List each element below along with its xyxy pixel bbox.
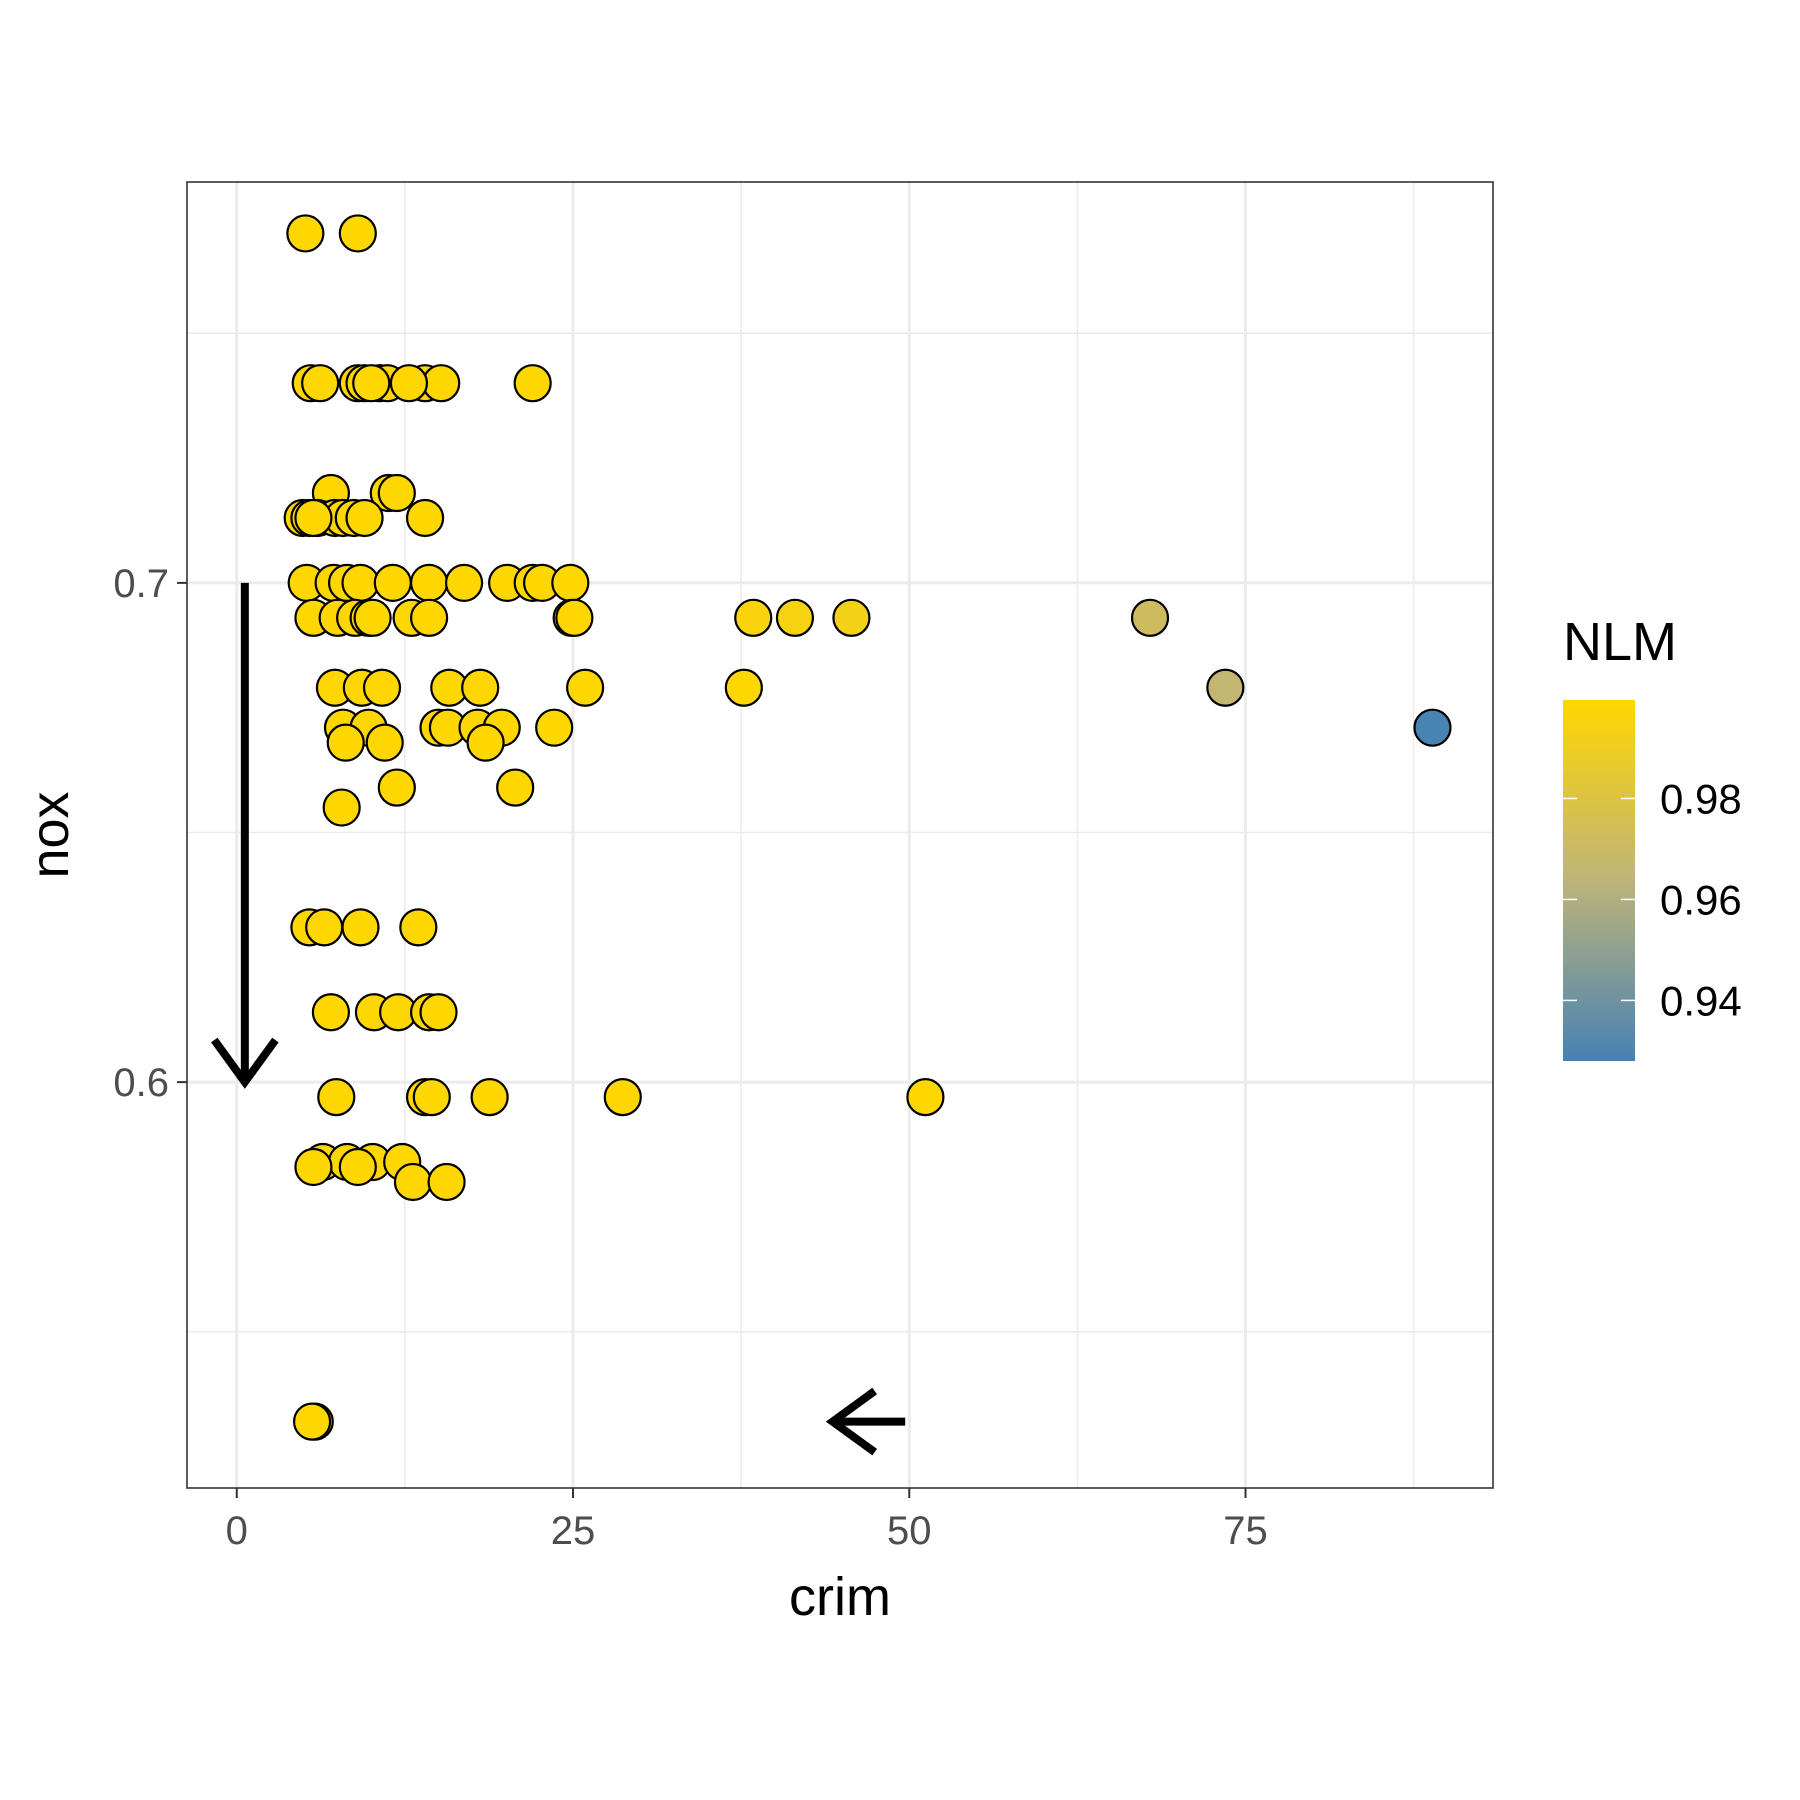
scatter-point xyxy=(393,1162,433,1202)
scatter-point xyxy=(365,723,404,762)
scatter-point xyxy=(461,668,500,707)
scatter-point xyxy=(410,598,449,637)
scatter-point xyxy=(322,788,361,827)
scatter-point xyxy=(362,668,402,707)
scatter-point xyxy=(551,563,590,602)
legend: NLM 0.98 0.96 0.94 xyxy=(1563,612,1742,1061)
scatter-point xyxy=(566,668,605,707)
scatter-point xyxy=(286,214,325,253)
scatter-point xyxy=(535,708,574,747)
scatter-point xyxy=(734,598,773,637)
scatter-point xyxy=(389,364,429,403)
scatter-point xyxy=(496,768,535,807)
annotations xyxy=(211,582,906,1456)
legend-label: 0.96 xyxy=(1660,876,1742,923)
legend-ticks: 0.98 0.96 0.94 xyxy=(1563,775,1742,1024)
scatter-point xyxy=(352,364,391,403)
scatter-point xyxy=(412,1077,451,1117)
x-axis-title: crim xyxy=(789,1567,891,1627)
scatter-point xyxy=(301,364,340,403)
scatter-point xyxy=(555,598,594,637)
scatter-point xyxy=(906,1077,945,1117)
scatter-points xyxy=(283,214,1452,1441)
scatter-point xyxy=(345,498,384,538)
scatter-point xyxy=(353,598,392,637)
panel-border xyxy=(186,181,1494,1489)
annotation-arrow-head xyxy=(211,1037,279,1089)
scatter-point xyxy=(470,1077,509,1117)
scatter-point xyxy=(513,364,552,403)
scatter-point xyxy=(399,908,438,947)
scatter-point xyxy=(1413,708,1452,747)
y-tick-label: 0.7 xyxy=(113,562,169,606)
scatter-point xyxy=(422,364,461,403)
scatter-point xyxy=(317,1077,356,1117)
scatter-point xyxy=(1206,668,1245,707)
scatter-point xyxy=(1130,598,1170,637)
y-axis-title: nox xyxy=(20,791,80,878)
y-tick-label: 0.6 xyxy=(113,1061,169,1105)
scatter-point xyxy=(294,1147,333,1187)
legend-colorbar xyxy=(1563,700,1635,1061)
scatter-point xyxy=(341,908,380,947)
scatter-point xyxy=(338,214,377,253)
scatter-point xyxy=(419,993,458,1032)
scatter-point xyxy=(775,598,815,637)
scatter-point xyxy=(294,498,333,538)
x-tick-label: 50 xyxy=(887,1509,932,1553)
scatter-point xyxy=(341,563,380,602)
scatter-point xyxy=(427,1162,466,1202)
scatter-point xyxy=(305,908,344,947)
x-axis: 0 25 50 75 xyxy=(226,1488,1268,1553)
scatter-point xyxy=(377,768,416,807)
x-tick-label: 0 xyxy=(226,1509,248,1553)
scatter-point xyxy=(405,498,445,538)
scatter-point xyxy=(292,1402,332,1441)
scatter-point xyxy=(326,723,365,762)
scatter-point xyxy=(377,473,416,513)
scatter-point xyxy=(724,668,763,707)
y-axis: 0.6 0.7 xyxy=(113,562,187,1105)
scatter-point xyxy=(832,598,871,637)
scatter-point xyxy=(410,563,449,602)
scatter-point xyxy=(373,563,412,602)
annotation-arrow-head xyxy=(825,1387,878,1456)
scatter-point xyxy=(603,1077,642,1117)
scatter-point xyxy=(311,993,351,1032)
x-tick-label: 75 xyxy=(1223,1509,1268,1553)
legend-label: 0.94 xyxy=(1660,977,1742,1024)
legend-title: NLM xyxy=(1563,612,1677,672)
x-tick-label: 25 xyxy=(551,1509,596,1553)
scatter-point xyxy=(338,1147,377,1187)
scatter-point xyxy=(466,723,505,762)
major-gridlines xyxy=(187,182,1493,1488)
scatter-point xyxy=(444,563,484,602)
legend-label: 0.98 xyxy=(1660,775,1742,822)
